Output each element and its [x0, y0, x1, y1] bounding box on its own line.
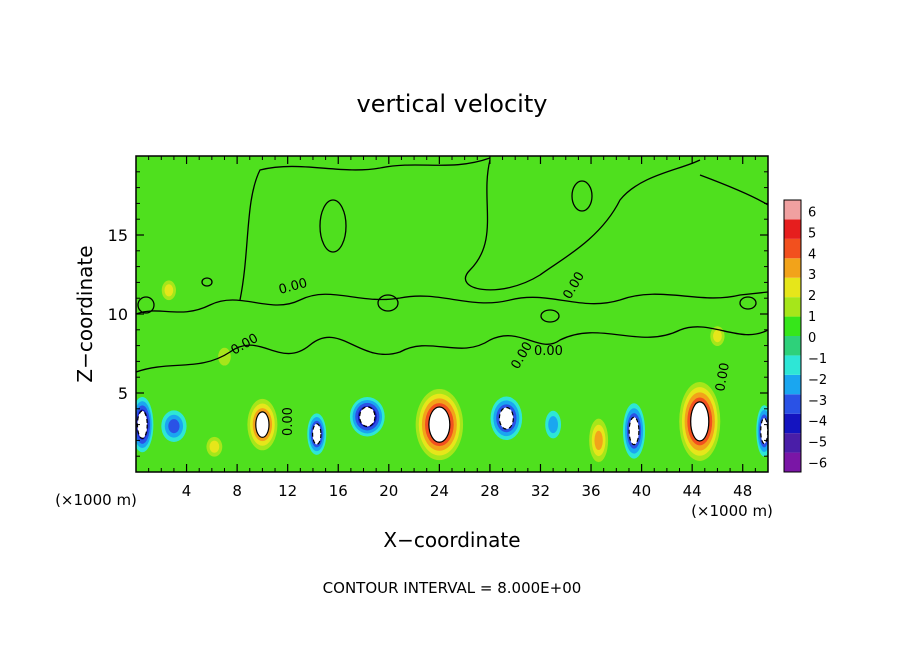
colorbar-swatch: [784, 374, 801, 395]
colorbar-swatch: [784, 433, 801, 453]
velocity-core-contour: [690, 401, 710, 442]
colorbar-swatch: [784, 219, 801, 239]
colorbar-tick-label: 0: [808, 331, 816, 346]
colorbar: 6 5 4 3 2 1 0 −1 −2 −3 −4 −5 −6: [783, 199, 827, 473]
colorbar-swatch: [784, 200, 801, 220]
x-tick-label: 28: [480, 482, 499, 500]
colorbar-swatch: [784, 316, 801, 336]
contour-label: 0.00: [281, 407, 296, 436]
velocity-cell: [218, 347, 231, 366]
colorbar-swatch: [784, 413, 801, 434]
contour-label: 0.00: [534, 344, 563, 359]
velocity-cell: [209, 440, 220, 453]
x-tick-label: 16: [329, 482, 348, 500]
x-tick-label: 48: [733, 482, 752, 500]
contour-interval: CONTOUR INTERVAL = 8.000E+00: [323, 579, 582, 597]
colorbar-tick-label: 5: [808, 226, 816, 241]
colorbar-swatch: [784, 277, 801, 298]
velocity-core-contour: [760, 417, 768, 445]
x-tick-label: 8: [232, 482, 242, 500]
x-tick-label: 44: [683, 482, 702, 500]
colorbar-tick-label: −2: [808, 373, 827, 388]
colorbar-tick-label: 1: [808, 310, 816, 325]
velocity-core-contour: [359, 406, 376, 428]
colorbar-tick-label: −3: [808, 394, 827, 409]
velocity-cell: [168, 419, 180, 434]
x-tick-label: 32: [531, 482, 550, 500]
colorbar-swatch: [784, 258, 801, 278]
x-tick-label: 4: [182, 482, 192, 500]
y-tick-label: 5: [118, 384, 128, 403]
velocity-core-contour: [428, 406, 451, 443]
x-tick-label: 36: [581, 482, 600, 500]
y-tick-label: 15: [108, 226, 128, 245]
velocity-core-contour: [628, 416, 640, 446]
colorbar-tick-label: −6: [808, 457, 827, 472]
colorbar-tick-label: −4: [808, 415, 827, 430]
velocity-cell: [713, 330, 722, 343]
contour-label: 0.00: [277, 276, 309, 298]
x-unit-right: (×1000 m): [691, 502, 773, 520]
y-axis: 5 10 15: [108, 171, 768, 457]
chart-title: vertical velocity: [357, 90, 548, 118]
contour-label: 0.00: [713, 362, 733, 393]
velocity-field: [136, 280, 768, 463]
colorbar-swatch: [784, 394, 801, 414]
colorbar-tick-label: 4: [808, 247, 816, 262]
y-axis-label: Z−coordinate: [73, 245, 97, 382]
x-tick-label: 20: [379, 482, 398, 500]
x-tick-label: 40: [632, 482, 651, 500]
velocity-core-contour: [498, 406, 514, 430]
x-axis-label: X−coordinate: [383, 528, 520, 552]
x-tick-label: 12: [278, 482, 297, 500]
y-tick-label: 10: [108, 305, 128, 324]
velocity-cell: [594, 430, 603, 451]
velocity-cell: [164, 284, 174, 297]
colorbar-frame: [783, 199, 802, 473]
colorbar-tick-label: −5: [808, 436, 827, 451]
velocity-cell: [548, 416, 558, 434]
colorbar-tick-label: 6: [808, 205, 816, 220]
colorbar-tick-label: −1: [808, 352, 827, 367]
velocity-core-contour: [311, 423, 322, 445]
colorbar-tick-label: 2: [808, 289, 816, 304]
velocity-core-contour: [255, 411, 270, 438]
x-tick-label: 24: [430, 482, 449, 500]
x-unit-left: (×1000 m): [55, 491, 137, 509]
plot-area: 0.00 0.00 0.00 0.00 0.00 0.00 0.00: [135, 155, 769, 473]
x-axis: 4 8 12 16 20 24 28 32 36 40 44 48: [148, 156, 756, 500]
colorbar-swatch: [784, 355, 801, 375]
zero-contours: [136, 157, 768, 373]
colorbar-swatch: [784, 297, 801, 317]
colorbar-tick-label: 3: [808, 268, 816, 283]
colorbar-swatch: [784, 336, 801, 356]
colorbar-swatch: [784, 452, 801, 472]
colorbar-swatch: [784, 238, 801, 259]
